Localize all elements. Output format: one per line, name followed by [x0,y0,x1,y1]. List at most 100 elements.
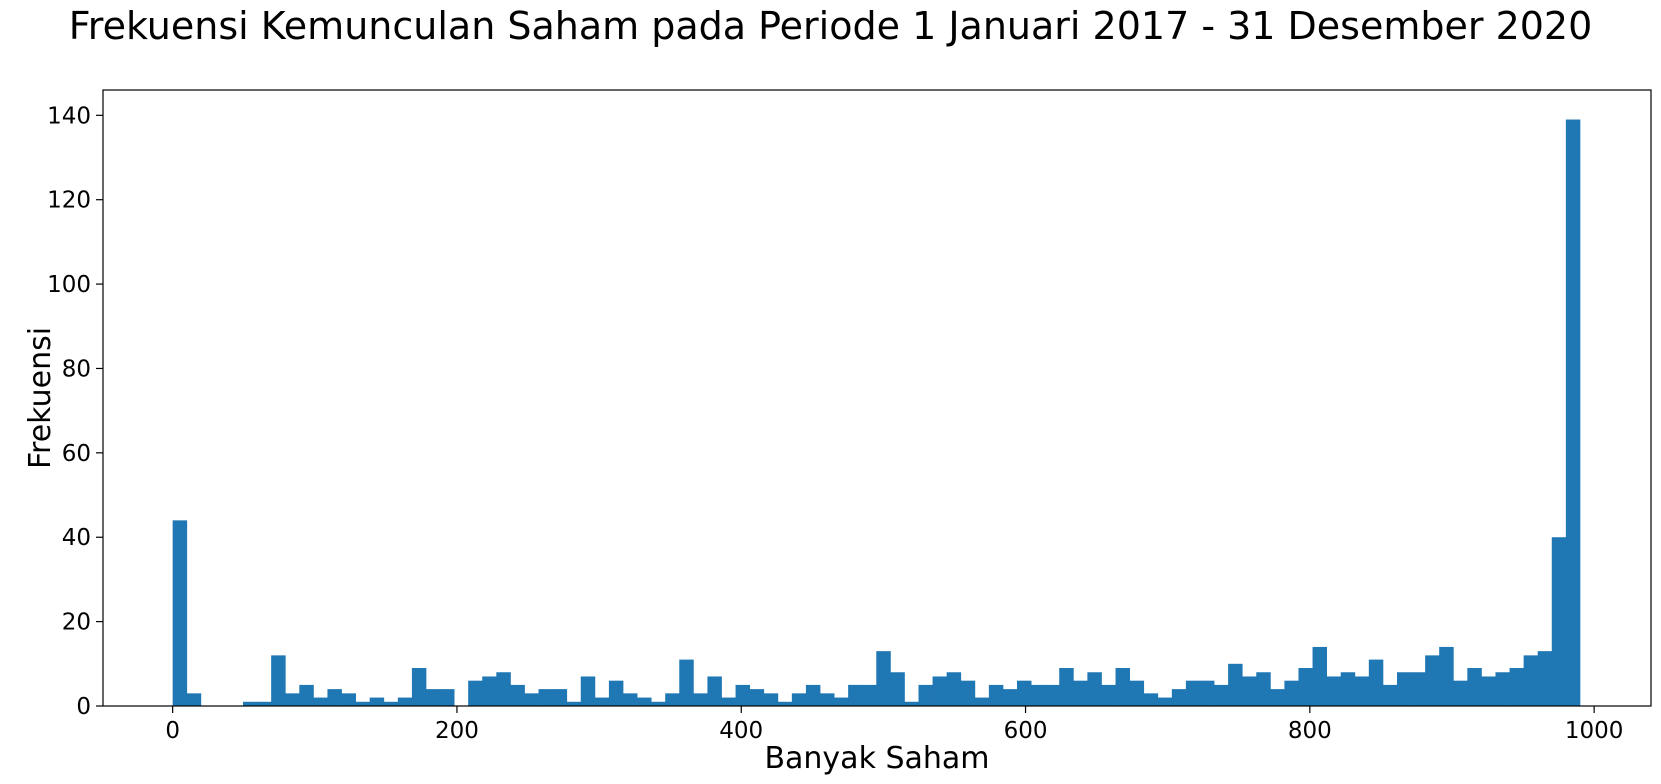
histogram-bar [1073,680,1088,706]
histogram-bar [383,701,399,706]
histogram-bar [1523,655,1539,706]
histogram-bar [355,701,371,706]
histogram-bar [440,689,455,706]
histogram-bar [580,676,596,706]
histogram-bar [918,684,933,706]
histogram-bar [693,693,708,706]
histogram-bar [411,668,427,706]
histogram-bar [834,697,849,706]
histogram-bar [1439,646,1454,706]
histogram-bar [285,693,300,706]
histogram-bar [1509,668,1525,706]
histogram-bar [820,693,835,706]
histogram-bar [1551,537,1567,706]
histogram-bar [707,676,722,706]
histogram-bar [651,701,666,706]
histogram-bar [594,697,610,706]
y-tick-label: 120 [47,188,91,214]
histogram-bar [1031,684,1046,706]
histogram-bar [552,689,568,706]
y-tick-label: 60 [62,441,91,467]
histogram-bar [1171,689,1187,706]
histogram-bar [482,676,497,706]
histogram-bar [749,689,765,706]
y-tick-label: 140 [47,103,91,129]
histogram-bar [735,684,751,706]
histogram-bar [1045,684,1060,706]
histogram-bar [1537,651,1553,706]
histogram-bar [665,693,680,706]
y-axis-ticks: 0 20 40 60 80 100 120 140 [47,103,103,720]
histogram-bar [1396,672,1412,706]
histogram-bar [510,684,525,706]
y-tick-label: 40 [62,525,91,551]
histogram-bar [1340,672,1356,706]
histogram-bar [974,697,990,706]
histogram-bar [524,693,539,706]
histogram-bar [1129,680,1145,706]
histogram-bar [1101,684,1116,706]
x-tick-label: 200 [435,718,479,744]
histogram-bar [862,684,877,706]
histogram-bar [1143,693,1159,706]
histogram-bar [1467,668,1482,706]
histogram-bar [988,684,1004,706]
y-axis-label: Frekuensi [23,327,58,469]
histogram-bar [1298,668,1313,706]
histogram-bar [1242,676,1257,706]
histogram-bar [369,697,385,706]
histogram-bar [960,680,976,706]
histogram-bar [932,676,948,706]
histogram-bar [777,701,793,706]
histogram-bar [1228,663,1243,706]
histogram-bar [299,684,314,706]
histogram-bar [1115,668,1130,706]
x-axis-label: Banyak Saham [764,741,989,776]
histogram-bar [1087,672,1102,706]
x-tick-label: 1000 [1565,718,1624,744]
histogram-bar [1495,672,1510,706]
histogram-bar [876,651,891,706]
histogram-bar [538,689,554,706]
histogram-bar [1199,680,1215,706]
histogram-bar [243,701,258,706]
histogram-bar [341,693,356,706]
histogram-bar [172,520,188,706]
histogram-bar [1185,680,1201,706]
x-tick-label: 600 [1004,718,1048,744]
histogram-bar [608,680,624,706]
histogram-bar [468,680,483,706]
histogram-bar [1411,672,1426,706]
histogram-bar [622,693,638,706]
histogram-bar [1326,676,1342,706]
y-tick-label: 20 [62,610,91,636]
histogram-bar [1002,689,1018,706]
histogram-bar [1214,684,1229,706]
histogram-bar [890,672,905,706]
histogram-bar [637,697,652,706]
histogram-bar [257,701,272,706]
histogram-bar [791,693,807,706]
histogram-bar [1382,684,1398,706]
histogram-bar [1157,697,1173,706]
chart-title: Frekuensi Kemunculan Saham pada Periode … [68,4,1593,48]
x-tick-label: 0 [165,718,180,744]
histogram-bar [1453,680,1468,706]
histogram-bar [1059,668,1074,706]
histogram-bar [566,701,582,706]
histogram-bar [397,697,413,706]
histogram-bar [1368,659,1384,706]
histogram-bar [721,697,736,706]
bars-group [172,119,1581,706]
histogram-bar [848,684,863,706]
histogram-bar [496,672,511,706]
y-tick-label: 0 [76,694,91,720]
histogram-bar [313,697,328,706]
histogram-bar [1481,676,1496,706]
y-tick-label: 80 [62,356,91,382]
histogram-bar [805,684,821,706]
histogram-bar [327,689,342,706]
x-axis-ticks: 0 200 400 600 800 1000 [165,706,1623,744]
histogram-bar [425,689,441,706]
